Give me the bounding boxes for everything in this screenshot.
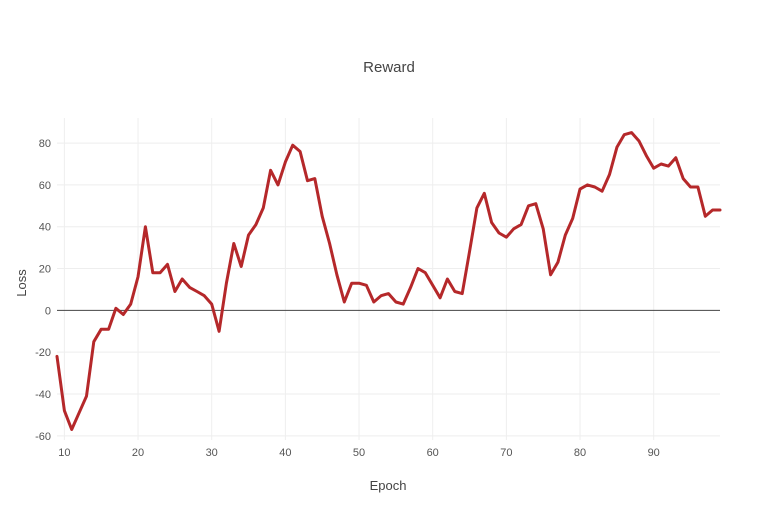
y-axis-title: Loss <box>14 269 29 297</box>
x-tick-label: 50 <box>353 447 365 459</box>
x-tick-label: 90 <box>648 447 660 459</box>
y-tick-label: 80 <box>39 138 51 150</box>
y-tick-label: -20 <box>35 347 51 359</box>
x-tick-label: 30 <box>206 447 218 459</box>
x-tick-label: 40 <box>279 447 291 459</box>
series-line <box>55 131 722 431</box>
y-tick-label: 60 <box>39 180 51 192</box>
y-tick-label: 0 <box>45 305 51 317</box>
x-tick-label: 80 <box>574 447 586 459</box>
x-tick-label: 70 <box>500 447 512 459</box>
y-axis-ticks: -60 -40 -20 0 20 40 60 80 <box>35 138 51 443</box>
x-tick-label: 10 <box>58 447 70 459</box>
x-tick-label: 60 <box>427 447 439 459</box>
x-axis-ticks: 10 20 30 40 50 60 70 80 90 <box>58 447 660 459</box>
y-tick-label: -60 <box>35 431 51 443</box>
chart-title: Reward <box>363 59 415 76</box>
x-axis-title: Epoch <box>370 478 407 493</box>
y-tick-label: 20 <box>39 264 51 276</box>
series-group <box>55 131 722 431</box>
grid-lines <box>57 118 720 440</box>
y-tick-label: 40 <box>39 222 51 234</box>
y-tick-label: -40 <box>35 389 51 401</box>
x-tick-label: 20 <box>132 447 144 459</box>
